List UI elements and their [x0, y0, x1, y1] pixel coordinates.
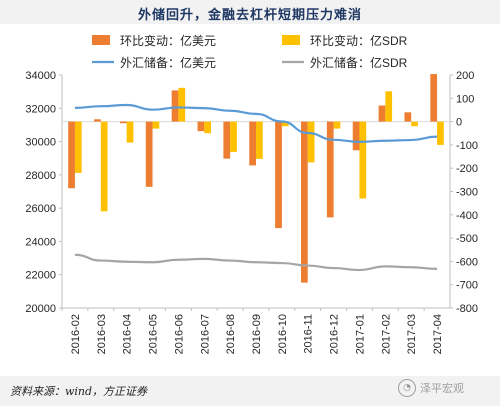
bar-sdr-change: [256, 121, 263, 159]
left-tick-label: 26000: [25, 203, 56, 215]
x-tick-label: 2017-01: [354, 314, 366, 354]
bar-sdr-change: [411, 121, 418, 127]
bar-sdr-change: [204, 121, 211, 134]
bar-sdr-change: [359, 121, 367, 199]
bar-usd-change: [430, 74, 438, 122]
bar-usd-change: [249, 121, 256, 166]
right-tick-label: 100: [456, 93, 474, 105]
bar-sdr-change: [437, 121, 444, 145]
bar-sdr-change: [307, 121, 315, 163]
bar-sdr-change: [126, 121, 134, 143]
bar-usd-change: [119, 121, 127, 124]
right-tick-label: -200: [456, 163, 478, 175]
x-tick-label: 2016-12: [329, 314, 341, 354]
x-tick-label: 2016-04: [122, 314, 134, 354]
chart: 20000 22000 24000 26000 28000 30000 32000 34000…: [25, 33, 478, 354]
bar-usd-change: [326, 121, 334, 218]
left-tick-label: 32000: [25, 103, 56, 115]
x-tick-label: 2017-02: [380, 314, 392, 354]
bar-sdr-change: [178, 87, 186, 122]
right-tick-label: -500: [456, 233, 478, 245]
bar-usd-change: [68, 121, 75, 189]
x-tick-label: 2016-02: [70, 314, 82, 354]
bar-usd-change: [197, 121, 205, 132]
bar-usd-change: [275, 121, 282, 229]
line-reserves-usd: [74, 103, 438, 143]
bar-usd-change: [378, 105, 386, 122]
left-tick-label: 30000: [25, 137, 56, 149]
x-tick-label: 2016-07: [199, 314, 211, 354]
x-tick-label: 2016-03: [96, 314, 108, 354]
x-tick-label: 2017-03: [406, 314, 418, 354]
legend-label: 外汇储备：亿SDR: [310, 55, 408, 70]
bar-usd-change: [145, 121, 153, 187]
right-tick-label: 200: [456, 70, 474, 82]
legend-swatch: [92, 35, 110, 45]
right-tick-label: -400: [456, 210, 478, 222]
wechat-logo-icon: ◔: [398, 379, 416, 397]
left-tick-label: 24000: [25, 236, 56, 248]
bar-usd-change: [94, 119, 101, 122]
legend-swatch: [282, 35, 300, 45]
bar-usd-change: [171, 90, 179, 122]
right-tick-label: -700: [456, 280, 478, 292]
x-tick-label: 2016-06: [173, 314, 185, 354]
right-tick-label: -300: [456, 187, 478, 199]
left-tick-label: 20000: [25, 303, 56, 315]
right-tick-label: -100: [456, 140, 478, 152]
x-tick-label: 2016-08: [225, 314, 237, 354]
bar-sdr-change: [385, 91, 393, 122]
left-tick-label: 34000: [25, 70, 56, 82]
bar-sdr-change: [333, 121, 341, 129]
bar-usd-change: [404, 112, 412, 122]
line-reserves-sdr: [74, 253, 438, 272]
legend-label: 环比变动：亿美元: [120, 33, 216, 48]
bar-sdr-change: [152, 121, 160, 129]
x-tick-label: 2016-10: [277, 314, 289, 354]
x-tick-label: 2016-11: [303, 314, 315, 354]
source-bar: [0, 376, 500, 406]
watermark: ◔ 泽平宏观: [398, 378, 494, 398]
chart-title: 外储回升，金融去杠杆短期压力难消: [137, 8, 362, 23]
title-bar: [0, 0, 500, 24]
bar-usd-change: [352, 121, 360, 151]
bar-sdr-change: [281, 121, 289, 127]
bar-usd-change: [301, 121, 308, 283]
source-note: 资料来源：wind，方正证券: [10, 385, 148, 398]
left-tick-label: 22000: [25, 270, 56, 282]
bar-sdr-change: [230, 121, 237, 152]
right-tick-label: -800: [456, 303, 478, 315]
watermark-text: 泽平宏观: [420, 382, 464, 395]
legend-label: 环比变动：亿SDR: [310, 33, 408, 48]
left-tick-label: 28000: [25, 170, 56, 182]
x-tick-label: 2016-05: [148, 314, 160, 354]
bar-sdr-change: [100, 121, 108, 212]
x-tick-label: 2017-04: [432, 314, 444, 354]
right-tick-label: -600: [456, 256, 478, 268]
bar-sdr-change: [74, 121, 82, 173]
legend-label: 外汇储备：亿美元: [120, 55, 216, 70]
right-tick-label: 0: [456, 117, 462, 129]
bar-usd-change: [223, 121, 231, 159]
x-tick-label: 2016-09: [251, 314, 263, 354]
